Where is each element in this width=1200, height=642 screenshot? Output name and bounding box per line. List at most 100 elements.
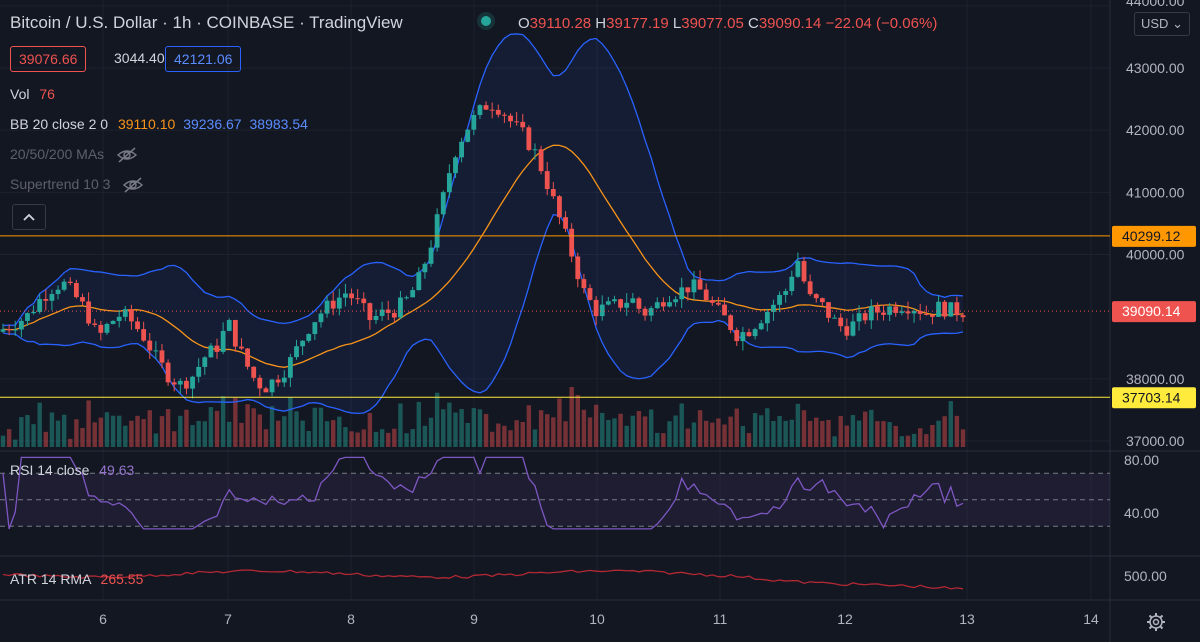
candle-body bbox=[294, 346, 299, 358]
candle-body bbox=[483, 105, 489, 110]
volume-bar bbox=[936, 420, 941, 447]
candle-body bbox=[508, 115, 513, 122]
candle-body bbox=[624, 302, 630, 308]
hidden-eye-icon[interactable] bbox=[116, 147, 138, 163]
volume-bar bbox=[68, 438, 73, 447]
candle-body bbox=[110, 321, 116, 324]
volume-bar bbox=[575, 395, 580, 447]
hidden-eye-icon[interactable] bbox=[122, 177, 144, 193]
volume-bar bbox=[752, 413, 758, 447]
candle-body bbox=[514, 121, 520, 123]
candle-body bbox=[269, 379, 275, 393]
volume-bar bbox=[220, 396, 226, 447]
bb-lower-value: 38983.54 bbox=[249, 116, 308, 132]
candle-body bbox=[214, 345, 220, 352]
candle-body bbox=[605, 301, 611, 305]
atr-value: 265.55 bbox=[100, 571, 144, 587]
ohlc-close: 39090.14 bbox=[758, 15, 822, 32]
volume-bar bbox=[465, 422, 470, 447]
sub-panes bbox=[0, 456, 1110, 590]
volume-bar bbox=[538, 410, 544, 447]
volume-bar bbox=[661, 433, 666, 447]
candle-body bbox=[25, 313, 30, 321]
bb-legend[interactable]: BB 20 close 2 0 39110.10 39236.67 38983.… bbox=[10, 116, 308, 132]
volume-bar bbox=[98, 417, 104, 447]
volume-bar bbox=[410, 429, 415, 447]
candle-body bbox=[789, 276, 795, 292]
volume-bar bbox=[856, 420, 862, 447]
volume-bar bbox=[123, 425, 128, 447]
candle-body bbox=[930, 314, 935, 317]
candle-body bbox=[881, 312, 886, 315]
volume-bar bbox=[31, 424, 36, 447]
candle-body bbox=[862, 313, 868, 321]
candle-body bbox=[171, 382, 177, 385]
candle-body bbox=[312, 322, 318, 335]
buy-price-button[interactable]: 42121.06 bbox=[165, 46, 242, 72]
price-tick-label: 38000.00 bbox=[1126, 371, 1185, 387]
volume-bar bbox=[930, 425, 935, 447]
vol-value: 76 bbox=[39, 86, 55, 102]
volume-bar bbox=[771, 421, 776, 447]
candle-body bbox=[813, 294, 819, 299]
price-tick-label: 43000.00 bbox=[1126, 60, 1185, 76]
volume-bar bbox=[869, 409, 874, 447]
candle-body bbox=[104, 323, 110, 333]
candle-body bbox=[679, 287, 685, 300]
volume-bar bbox=[948, 401, 953, 447]
ma-legend[interactable]: 20/50/200 MAs bbox=[10, 146, 138, 163]
volume-bar bbox=[80, 427, 85, 447]
atr-legend[interactable]: ATR 14 RMA 265.55 bbox=[10, 571, 143, 587]
volume-bar bbox=[826, 419, 831, 447]
volume-bar bbox=[6, 429, 12, 447]
volume-bar bbox=[141, 419, 146, 447]
candle-body bbox=[55, 289, 61, 295]
candle-body bbox=[147, 340, 153, 351]
price-tick-label: 41000.00 bbox=[1126, 184, 1185, 200]
candle-body bbox=[538, 149, 544, 172]
volume-bar bbox=[526, 405, 532, 447]
candle-body bbox=[685, 287, 691, 293]
sell-price-button[interactable]: 39076.66 bbox=[10, 46, 87, 72]
volume-bar bbox=[74, 419, 79, 447]
volume-bar bbox=[361, 429, 366, 447]
currency-selector[interactable]: USD ⌄ bbox=[1134, 12, 1190, 36]
candle-body bbox=[544, 171, 550, 190]
volume-bar bbox=[61, 414, 67, 447]
candle-body bbox=[355, 298, 361, 300]
candle-body bbox=[80, 297, 85, 302]
supertrend-legend[interactable]: Supertrend 10 3 bbox=[10, 176, 144, 193]
volume-bar bbox=[489, 431, 495, 447]
volume-bar bbox=[422, 425, 428, 447]
candle-body bbox=[0, 329, 6, 332]
volume-bar bbox=[178, 415, 183, 447]
price-tick-label: 42000.00 bbox=[1126, 122, 1185, 138]
candle-body bbox=[281, 377, 287, 383]
volume-bar bbox=[116, 415, 122, 447]
volume-legend[interactable]: Vol 76 bbox=[10, 86, 55, 102]
current-price-tag-bg bbox=[1112, 301, 1196, 323]
candle-body bbox=[709, 300, 715, 303]
candle-body bbox=[673, 299, 679, 303]
candle-body bbox=[37, 298, 43, 312]
collapse-legend-button[interactable] bbox=[12, 204, 46, 230]
volume-bar bbox=[25, 415, 30, 447]
candle-body bbox=[575, 256, 581, 280]
volume-bar bbox=[514, 420, 519, 447]
candle-body bbox=[801, 261, 807, 282]
candle-body bbox=[49, 294, 55, 301]
volume-bar bbox=[581, 409, 587, 447]
time-tick-label: 9 bbox=[470, 611, 478, 627]
volume-bar bbox=[49, 412, 55, 447]
candle-body bbox=[844, 326, 850, 336]
candle-body bbox=[459, 141, 464, 158]
gear-icon[interactable] bbox=[1146, 612, 1166, 632]
rsi-legend[interactable]: RSI 14 close 49.63 bbox=[10, 462, 134, 478]
time-tick-label: 11 bbox=[713, 611, 728, 627]
volume-bar bbox=[924, 434, 929, 447]
candle-body bbox=[923, 313, 929, 315]
candle-body bbox=[141, 329, 147, 341]
volume-bar bbox=[881, 421, 886, 447]
ohlc-h-label: H bbox=[595, 15, 607, 32]
